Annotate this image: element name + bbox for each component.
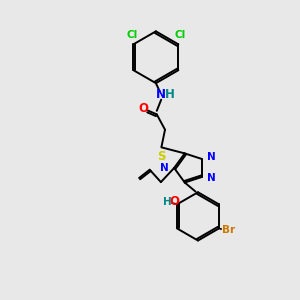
Text: H: H <box>163 197 172 207</box>
Text: Cl: Cl <box>174 31 185 40</box>
Text: O: O <box>138 102 148 115</box>
Text: N: N <box>160 163 169 173</box>
Text: S: S <box>157 150 166 163</box>
Text: N: N <box>207 173 216 183</box>
Text: N: N <box>156 88 166 101</box>
Text: H: H <box>165 88 175 101</box>
Text: O: O <box>170 196 180 208</box>
Text: Br: Br <box>222 225 236 235</box>
Text: Cl: Cl <box>126 31 138 40</box>
Text: N: N <box>207 152 216 163</box>
